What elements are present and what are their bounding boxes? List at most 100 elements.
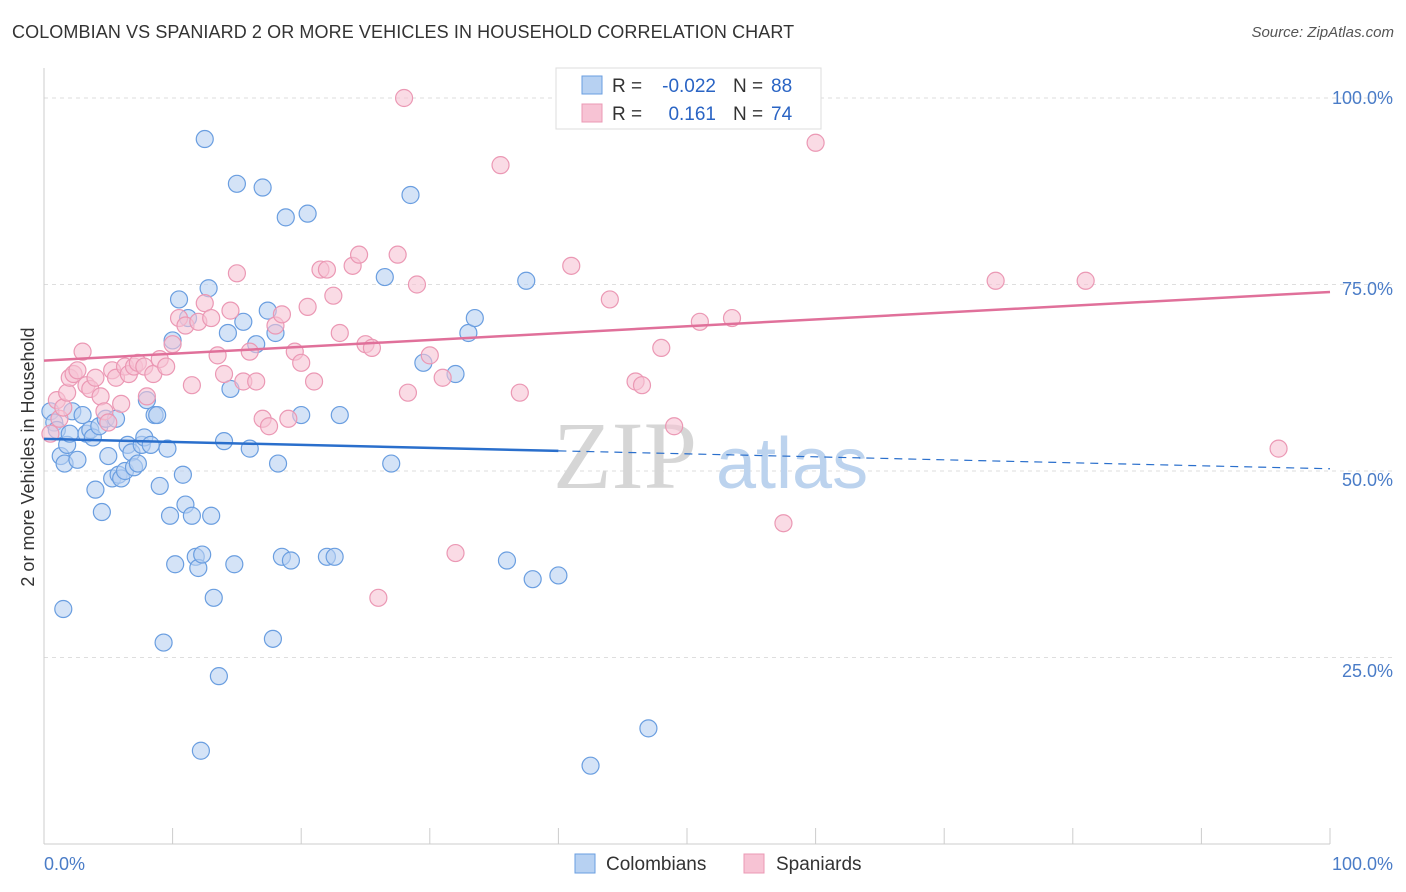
colombians-point-69 [298, 204, 317, 223]
watermark-atlas: atlas [716, 424, 868, 504]
spaniards-point-61 [398, 383, 418, 402]
legend-swatch-spaniards [581, 103, 603, 123]
colombians-point-56 [225, 555, 244, 574]
colombians-point-79 [465, 308, 484, 328]
axes [43, 68, 1331, 845]
spaniards-point-33 [202, 308, 221, 328]
spaniards-point-69 [600, 290, 619, 309]
colombians-point-72 [330, 405, 349, 425]
series-legend: Colombians Spaniards [574, 853, 862, 875]
spaniards-point-7 [68, 361, 87, 380]
colombians-point-14 [86, 480, 105, 499]
legend-r-label-spaniards: R = [612, 104, 642, 125]
spaniards-point-77 [806, 133, 825, 152]
spaniards-point-72 [652, 338, 671, 358]
spaniards-point-3 [54, 398, 73, 417]
spaniards-point-66 [491, 156, 510, 175]
colombians-point-80 [497, 551, 517, 570]
spaniards-point-68 [562, 256, 581, 275]
colombians-point-48 [195, 129, 214, 149]
colombians-point-64 [268, 454, 288, 473]
spaniards-point-74 [690, 312, 709, 331]
legend-n-label-spaniards: N = [733, 104, 763, 125]
colombians-point-87 [193, 545, 212, 564]
legend-n-value-colombians: 88 [771, 76, 792, 97]
spaniards-point-53 [330, 323, 349, 343]
spaniards-point-17 [112, 394, 131, 413]
spaniards-point-23 [137, 387, 156, 406]
chart-title: COLOMBIAN VS SPANIARD 2 OR MORE VEHICLES… [12, 22, 795, 42]
spaniards-point-40 [247, 372, 266, 391]
bottom-legend-label-spaniards: Spaniards [776, 854, 862, 875]
spaniards-point-4 [58, 383, 77, 402]
bottom-legend-swatch-colombians [574, 853, 596, 874]
spaniards-point-42 [259, 417, 279, 436]
spaniards-point-58 [369, 588, 388, 607]
spaniards-point-79 [1076, 271, 1095, 290]
spaniards-point-27 [163, 335, 182, 354]
colombians-point-18 [99, 446, 118, 466]
spaniards-point-45 [279, 409, 298, 428]
colombians-point-61 [253, 178, 272, 197]
spaniards-point-14 [99, 413, 118, 432]
legend-r-label-colombians: R = [612, 76, 642, 97]
colombians-point-66 [276, 208, 295, 227]
colombians-point-58 [234, 312, 253, 331]
spaniards-point-36 [221, 301, 240, 320]
spaniards-point-51 [317, 260, 337, 279]
colombians-point-44 [182, 506, 201, 525]
legend-n-label-colombians: N = [733, 76, 763, 97]
colombians-point-36 [158, 439, 177, 458]
colombians-point-49 [199, 279, 218, 298]
spaniards-point-37 [227, 264, 246, 283]
spaniards-point-48 [298, 297, 317, 316]
trend-lines [43, 290, 1331, 470]
spaniards-point-34 [208, 346, 227, 365]
colombians-point-35 [154, 633, 173, 652]
y-tick-labels: 100.0% 75.0% 50.0% 25.0% [1332, 88, 1393, 681]
colombians-point-84 [581, 756, 600, 775]
spaniards-point-26 [157, 357, 176, 376]
spaniards-point-39 [240, 342, 259, 361]
colombians-point-83 [549, 566, 568, 585]
colombians-point-16 [92, 502, 111, 522]
spaniards-point-11 [86, 368, 105, 387]
bottom-legend-swatch-spaniards [743, 853, 765, 874]
source-label: Source: ZipAtlas.com [1251, 24, 1394, 41]
spaniards-point-64 [433, 368, 452, 387]
colombians-point-63 [263, 629, 283, 648]
colombians-point-82 [523, 570, 542, 589]
colombians-trend-line [43, 437, 559, 453]
spaniards-point-30 [182, 376, 201, 395]
colombians-point-10 [73, 405, 92, 425]
y-tick-label-25: 25.0% [1342, 661, 1393, 681]
stats-legend: R = -0.022 N = 88 R = 0.161 N = 74 [555, 67, 822, 130]
colombians-point-75 [401, 185, 420, 205]
colombians-point-47 [191, 741, 210, 760]
colombians-point-33 [148, 405, 167, 425]
series-spaniards-points [41, 88, 1288, 607]
colombians-point-53 [214, 432, 234, 451]
spaniards-point-12 [91, 387, 110, 406]
legend-swatch-colombians [581, 75, 603, 95]
colombians-point-74 [382, 454, 401, 473]
colombians-point-40 [169, 290, 189, 309]
spaniards-point-78 [986, 271, 1005, 290]
colombians-point-27 [128, 454, 147, 473]
y-tick-label-75: 75.0% [1342, 279, 1393, 299]
spaniards-point-55 [349, 245, 369, 264]
colombians-point-57 [227, 174, 246, 193]
colombians-point-41 [173, 465, 192, 484]
spaniards-point-59 [388, 245, 407, 264]
legend-n-value-spaniards: 74 [771, 104, 793, 125]
spaniards-point-63 [420, 346, 439, 365]
colombians-point-81 [517, 271, 536, 290]
colombians-point-37 [160, 506, 180, 525]
colombians-point-34 [150, 476, 169, 496]
colombians-point-73 [375, 267, 394, 287]
spaniards-point-35 [214, 364, 234, 384]
colombians-point-4 [54, 599, 73, 619]
colombians-point-54 [218, 323, 237, 343]
spaniards-point-49 [304, 372, 324, 391]
spaniards-point-52 [324, 286, 343, 305]
